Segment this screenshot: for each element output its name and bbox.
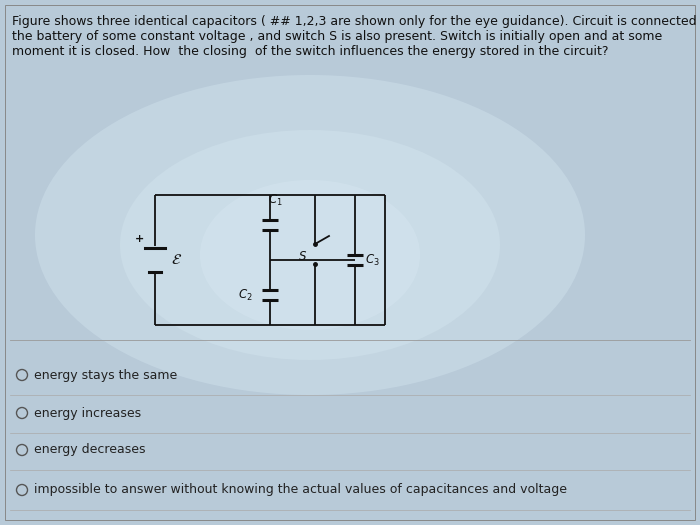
Text: energy stays the same: energy stays the same [34, 369, 177, 382]
Text: S: S [300, 250, 307, 264]
Ellipse shape [35, 75, 585, 395]
Text: energy decreases: energy decreases [34, 444, 146, 457]
Ellipse shape [200, 180, 420, 330]
Text: energy increases: energy increases [34, 406, 141, 419]
Text: $\mathcal{E}$: $\mathcal{E}$ [171, 253, 182, 268]
Ellipse shape [120, 130, 500, 360]
Text: Figure shows three identical capacitors ( ## 1,2,3 are shown only for the eye gu: Figure shows three identical capacitors … [12, 15, 700, 58]
Text: +: + [134, 234, 144, 244]
Text: $C_1$: $C_1$ [268, 193, 283, 208]
Text: $C_2$: $C_2$ [238, 288, 253, 302]
Text: impossible to answer without knowing the actual values of capacitances and volta: impossible to answer without knowing the… [34, 484, 567, 497]
Text: $C_3$: $C_3$ [365, 253, 379, 268]
